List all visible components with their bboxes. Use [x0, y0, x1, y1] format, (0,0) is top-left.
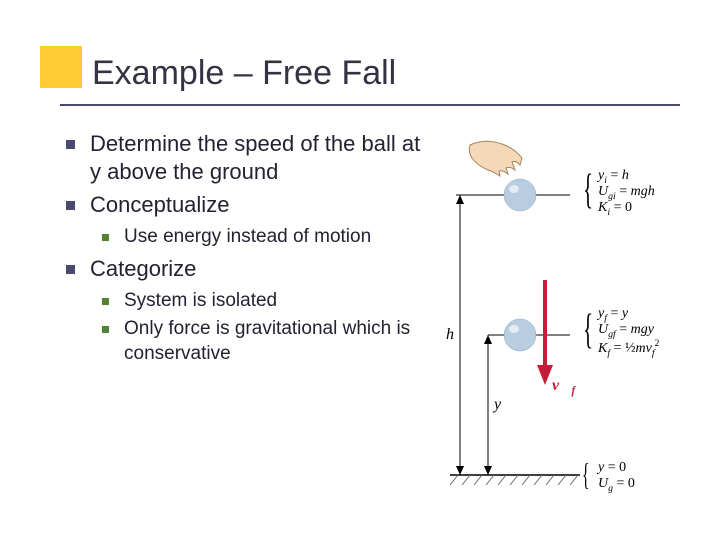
bullet-list: Determine the speed of the ball at y abo…: [62, 130, 432, 367]
eq-kf: Kf = ½mvf2: [598, 338, 659, 359]
brace-top: {: [583, 166, 593, 214]
ground-hatch: [450, 475, 578, 485]
sub-bullet-energy: Use energy instead of motion: [100, 225, 432, 250]
eq-y0: y = 0: [598, 460, 626, 477]
content-area: Determine the speed of the ball at y abo…: [62, 130, 432, 373]
slide-title: Example – Free Fall: [92, 54, 396, 93]
dim-arrow: [484, 335, 492, 344]
bullet-determine: Determine the speed of the ball at y abo…: [62, 130, 432, 185]
label-h: h: [446, 325, 454, 344]
velocity-arrow-head: [537, 365, 553, 385]
free-fall-figure: h y v⃗f { yi = h Ugi = mgh Ki = 0 { yf =…: [450, 140, 700, 510]
dim-arrow: [456, 466, 464, 475]
brace-mid: {: [583, 306, 593, 354]
bullet-text: Categorize: [90, 256, 196, 281]
sub-bullet-isolated: System is isolated: [100, 289, 432, 314]
ball-highlight: [509, 325, 519, 333]
sub-list-categorize: System is isolated Only force is gravita…: [100, 289, 432, 367]
sub-bullet-gravity: Only force is gravitational which is con…: [100, 317, 432, 366]
eq-ug0: Ug = 0: [598, 476, 635, 495]
dim-arrow: [484, 466, 492, 475]
hand-icon: [469, 141, 522, 176]
bullet-conceptualize: Conceptualize Use energy instead of moti…: [62, 191, 432, 249]
accent-box: [40, 46, 82, 88]
sub-list-conceptualize: Use energy instead of motion: [100, 225, 432, 250]
figure-svg: [450, 140, 700, 510]
bullet-categorize: Categorize System is isolated Only force…: [62, 255, 432, 367]
eq-ki: Ki = 0: [598, 200, 632, 219]
brace-bot: {: [582, 456, 590, 493]
ball-highlight: [509, 185, 519, 193]
dim-arrow: [456, 195, 464, 204]
title-underline: [60, 104, 680, 106]
label-y: y: [494, 395, 501, 414]
label-vf: v⃗f: [552, 376, 575, 399]
bullet-text: Conceptualize: [90, 192, 229, 217]
